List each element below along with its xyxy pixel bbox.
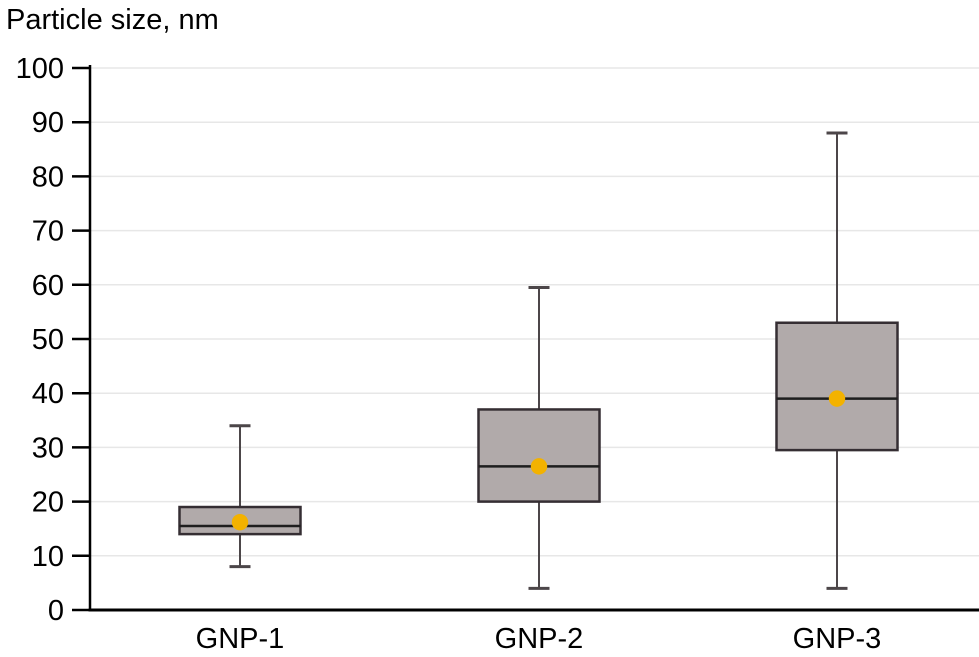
y-tick-label: 60 xyxy=(32,270,64,302)
y-tick-label: 90 xyxy=(32,107,64,139)
chart-title: Particle size, nm xyxy=(6,4,219,36)
mean-dot xyxy=(828,390,846,407)
y-tick-label: 50 xyxy=(32,324,64,356)
y-tick-label: 10 xyxy=(32,541,64,573)
x-category-label: GNP-3 xyxy=(793,623,882,655)
y-tick-label: 20 xyxy=(32,487,64,519)
x-category-label: GNP-2 xyxy=(495,623,584,655)
y-tick-label: 0 xyxy=(48,595,64,627)
y-tick-label: 80 xyxy=(32,161,64,193)
iqr-box xyxy=(775,321,899,452)
y-tick-label: 100 xyxy=(16,53,64,85)
iqr-box xyxy=(477,408,601,503)
box-group-GNP-1 xyxy=(178,424,302,569)
mean-dot xyxy=(231,513,249,531)
y-tick-label: 30 xyxy=(32,432,64,464)
mean-dot xyxy=(530,458,548,475)
y-tick-label: 40 xyxy=(32,378,64,410)
y-tick-label: 70 xyxy=(32,216,64,248)
box-group-GNP-2 xyxy=(477,286,601,590)
box-group-GNP-3 xyxy=(775,131,899,590)
x-category-label: GNP-1 xyxy=(196,623,285,655)
